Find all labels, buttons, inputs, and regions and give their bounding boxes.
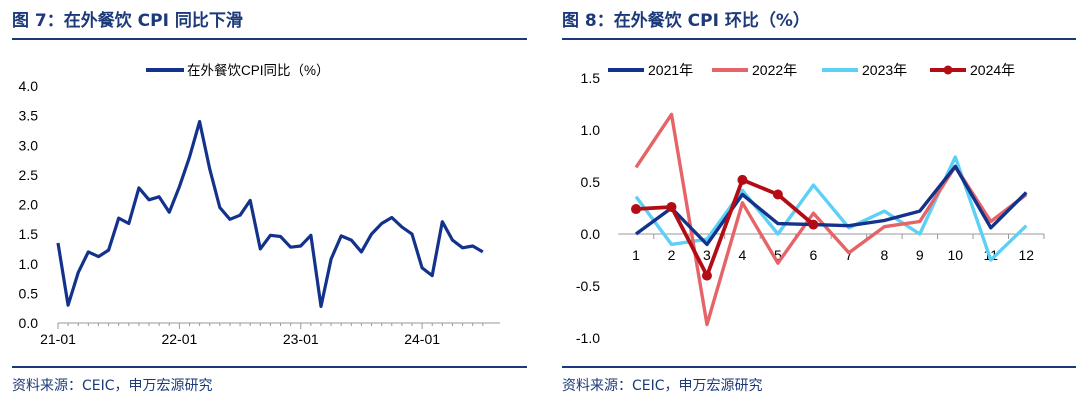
x-tick-label: 3 [703, 247, 711, 263]
x-tick-label: 12 [1018, 247, 1034, 263]
y-tick-label: 2.5 [19, 167, 39, 183]
series-line-2021年 [634, 164, 1028, 247]
footer-rule [12, 366, 527, 368]
series-point-2024 [737, 174, 748, 185]
x-tick-label: 23-01 [283, 331, 319, 347]
x-axis: 1 2 3 4 5 6 7 8 9 10 11 12 [618, 233, 1045, 263]
y-tick-label: 0.0 [19, 315, 39, 331]
y-tick-label: 2.0 [19, 197, 39, 213]
y-tick-label: 3.5 [19, 108, 39, 124]
x-tick-label: 21-01 [40, 331, 76, 347]
x-tick-label: 8 [880, 247, 888, 263]
figure-8-title: 图 8：在外餐饮 CPI 环比（%） [562, 11, 810, 31]
series-layer [56, 119, 484, 308]
x-tick-label: 10 [948, 247, 964, 263]
x-tick-label: 1 [632, 247, 640, 263]
legend-label-4: 2024年 [970, 62, 1015, 78]
title-rule [12, 38, 527, 40]
series-line-2024年 [635, 177, 815, 278]
x-tick-label: 24-01 [404, 331, 440, 347]
legend-label-3: 2023年 [862, 62, 907, 78]
yoy-line-chart: 在外餐饮CPI同比（%） 0.0 0.5 1.0 1.5 2.0 2.5 3.0 3.5 4.0… [19, 63, 500, 347]
y-axis-ticks: -1.0 -0.5 0.0 0.5 1.0 1.5 [576, 70, 600, 346]
chart-legend: 在外餐饮CPI同比（%） [146, 63, 330, 78]
series-point-2024 [666, 201, 677, 212]
footer-rule [562, 366, 1076, 368]
figure-8-panel: 图 8：在外餐饮 CPI 环比（%） 2021年 2022年 2023年 2024年 … [550, 0, 1080, 401]
figure-7-panel: 图 7：在外餐饮 CPI 同比下滑 在外餐饮CPI同比（%） 0.0 0.5 1.0… [0, 0, 527, 401]
source-note: 资料来源：CEIC，申万宏源研究 [562, 378, 763, 394]
series-layer [631, 112, 1028, 327]
legend-label-1: 2021年 [648, 62, 693, 78]
y-tick-label: 1.0 [581, 122, 601, 138]
legend-label-yoy: 在外餐饮CPI同比（%） [187, 63, 330, 78]
x-tick-label: 2 [668, 247, 676, 263]
series-point-2024 [631, 204, 641, 215]
y-tick-label: 1.5 [19, 226, 39, 242]
title-rule [562, 38, 1076, 40]
x-tick-label: 6 [809, 247, 817, 263]
mom-line-chart: 2021年 2022年 2023年 2024年 -1.0 -0.5 0.0 0.5 1.0 1.… [576, 62, 1045, 346]
y-tick-label: 0.5 [581, 174, 601, 190]
series-point-2024 [808, 219, 819, 230]
x-axis: 21-01 22-01 23-01 24-01 [40, 322, 500, 347]
series-line-2022年 [634, 112, 1028, 327]
x-tick-label: 22-01 [161, 331, 197, 347]
y-tick-label: -1.0 [576, 330, 600, 346]
y-tick-label: 1.0 [19, 256, 39, 272]
figure-7-title: 图 7：在外餐饮 CPI 同比下滑 [12, 11, 243, 31]
legend-label-2: 2022年 [752, 62, 797, 78]
y-tick-label: 0.5 [19, 285, 39, 301]
series-point-2024 [772, 189, 783, 200]
x-tick-label: 5 [774, 247, 782, 263]
legend-marker-2024 [943, 65, 953, 75]
source-note: 资料来源：CEIC，申万宏源研究 [12, 378, 213, 394]
y-tick-label: -0.5 [576, 278, 600, 294]
y-tick-label: 0.0 [581, 226, 601, 242]
y-tick-label: 1.5 [581, 70, 601, 86]
series-point-2024 [701, 270, 712, 281]
y-axis-ticks: 0.0 0.5 1.0 1.5 2.0 2.5 3.0 3.5 4.0 [19, 78, 39, 331]
y-tick-label: 4.0 [19, 78, 39, 94]
x-tick-label: 9 [916, 247, 924, 263]
x-tick-label: 7 [845, 247, 853, 263]
x-tick-label: 4 [739, 247, 747, 263]
chart-legend: 2021年 2022年 2023年 2024年 [608, 62, 1015, 78]
y-tick-label: 3.0 [19, 137, 39, 153]
series-line-yoy [56, 119, 484, 308]
